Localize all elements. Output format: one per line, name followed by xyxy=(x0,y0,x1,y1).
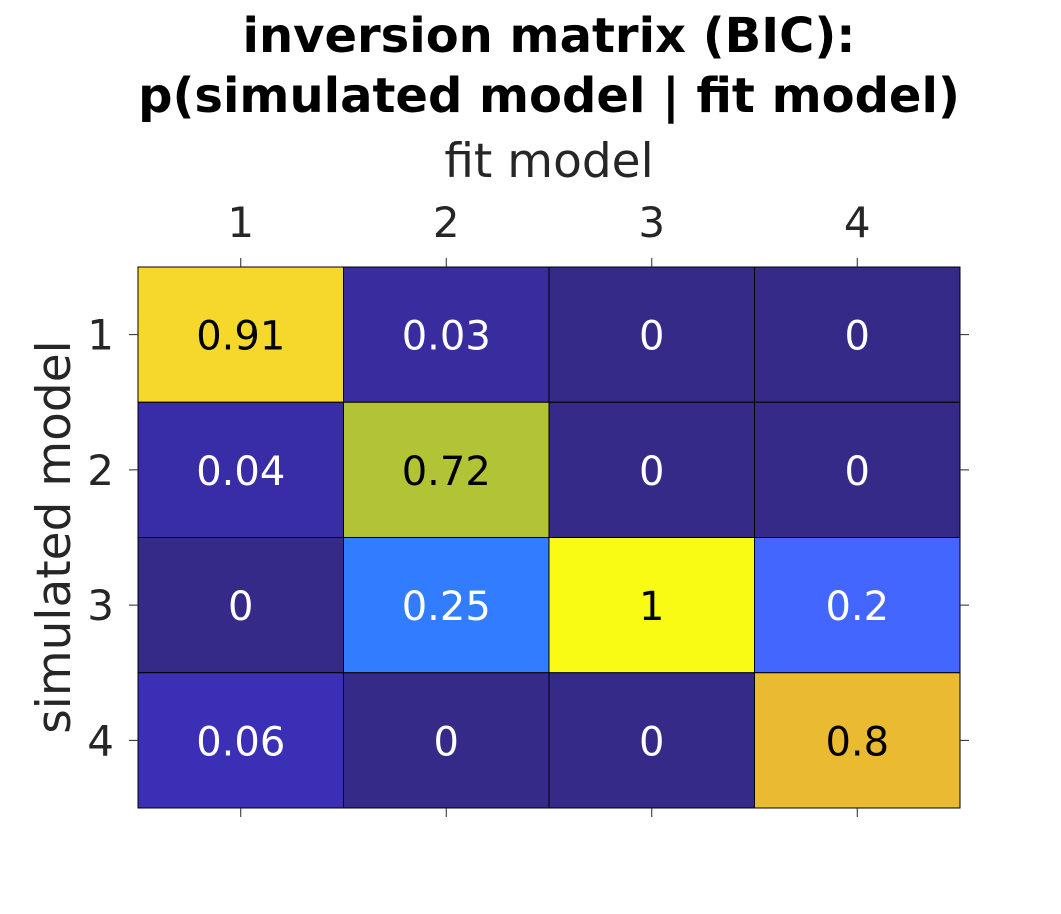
cell-value-label: 0.72 xyxy=(402,449,491,495)
heatmap-cell xyxy=(137,266,344,403)
y-tick-label: 3 xyxy=(87,581,114,630)
heatmap-cell xyxy=(343,537,550,674)
cell-value-label: 0.8 xyxy=(825,719,889,765)
cell-value-label: 0.25 xyxy=(402,584,491,630)
cell-value-label: 0 xyxy=(845,449,870,495)
cell-value-label: 0 xyxy=(845,314,870,360)
cell-value-label: 0 xyxy=(639,314,664,360)
heatmap-cell xyxy=(754,537,961,674)
heatmap-cell xyxy=(754,401,961,538)
cell-value-label: 0.04 xyxy=(196,449,285,495)
heatmap-cell xyxy=(343,672,550,809)
cell-value-label: 0.06 xyxy=(196,719,285,765)
cell-value-label: 0.03 xyxy=(402,314,491,360)
heatmap-cell xyxy=(548,401,755,538)
cell-value-label: 1 xyxy=(639,584,664,630)
heatmap-cell xyxy=(137,672,344,809)
y-axis-label: simulated model xyxy=(27,340,82,733)
heatmap-cell xyxy=(137,401,344,538)
x-tick-label: 2 xyxy=(433,198,460,247)
heatmap-cell xyxy=(343,266,550,403)
x-tick-label: 1 xyxy=(227,198,254,247)
heatmap-cell xyxy=(754,266,961,403)
heatmap-cell xyxy=(343,401,550,538)
cell-value-label: 0 xyxy=(228,584,253,630)
cell-value-label: 0 xyxy=(639,719,664,765)
cell-value-label: 0 xyxy=(434,719,459,765)
y-tick-label: 4 xyxy=(87,716,114,765)
y-tick-label: 2 xyxy=(87,446,114,495)
heatmap-cell xyxy=(754,672,961,809)
cell-value-label: 0.91 xyxy=(196,314,285,360)
y-tick-label: 1 xyxy=(87,311,114,360)
heatmap-cell xyxy=(548,672,755,809)
chart-title: inversion matrix (BIC): xyxy=(243,8,856,64)
x-tick-label: 3 xyxy=(638,198,665,247)
x-axis-label: fit model xyxy=(444,134,653,189)
cell-value-label: 0 xyxy=(639,449,664,495)
cell-value-label: 0.2 xyxy=(825,584,889,630)
heatmap-cells: 0.91 0.03 0 0 0.04 0.72 0 0 0 0.25 1 0.2 0.06 0 0 0.8 1 2… xyxy=(87,198,969,817)
chart-subtitle: p(simulated model | fit model) xyxy=(138,68,960,124)
x-tick-label: 4 xyxy=(844,198,871,247)
